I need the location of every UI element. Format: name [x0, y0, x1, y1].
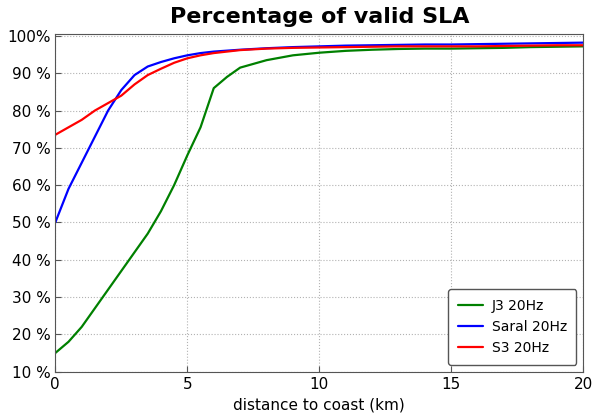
Saral 20Hz [197, 51, 204, 56]
S3 20Hz [104, 101, 112, 106]
S3 20Hz [263, 46, 270, 51]
Saral 20Hz [342, 43, 349, 48]
Line: S3 20Hz: S3 20Hz [55, 45, 583, 135]
X-axis label: distance to coast (km): distance to coast (km) [233, 397, 405, 412]
S3 20Hz [52, 132, 59, 137]
S3 20Hz [157, 66, 164, 71]
Saral 20Hz [527, 41, 534, 46]
J3 20Hz [474, 46, 481, 51]
Saral 20Hz [104, 108, 112, 113]
J3 20Hz [223, 75, 230, 80]
S3 20Hz [368, 44, 376, 49]
J3 20Hz [71, 332, 79, 337]
J3 20Hz [78, 324, 85, 329]
J3 20Hz [184, 153, 191, 158]
J3 20Hz [170, 183, 178, 188]
Line: J3 20Hz: J3 20Hz [55, 47, 583, 353]
J3 20Hz [289, 53, 296, 58]
Saral 20Hz [500, 41, 508, 46]
S3 20Hz [421, 44, 428, 49]
Saral 20Hz [474, 41, 481, 47]
S3 20Hz [474, 44, 481, 49]
S3 20Hz [184, 56, 191, 61]
S3 20Hz [65, 125, 72, 130]
S3 20Hz [395, 44, 402, 49]
Line: Saral 20Hz: Saral 20Hz [55, 43, 583, 222]
Saral 20Hz [289, 44, 296, 49]
Saral 20Hz [184, 53, 191, 58]
Saral 20Hz [118, 88, 125, 93]
J3 20Hz [263, 58, 270, 63]
S3 20Hz [580, 43, 587, 48]
Saral 20Hz [263, 46, 270, 51]
J3 20Hz [210, 85, 217, 91]
S3 20Hz [553, 43, 560, 48]
S3 20Hz [118, 93, 125, 98]
J3 20Hz [58, 345, 65, 350]
Saral 20Hz [157, 59, 164, 65]
S3 20Hz [448, 44, 455, 49]
S3 20Hz [316, 45, 323, 50]
J3 20Hz [104, 287, 112, 292]
S3 20Hz [197, 53, 204, 58]
Saral 20Hz [368, 43, 376, 48]
Saral 20Hz [170, 56, 178, 61]
J3 20Hz [131, 250, 138, 255]
S3 20Hz [131, 82, 138, 87]
J3 20Hz [448, 46, 455, 51]
J3 20Hz [553, 44, 560, 49]
J3 20Hz [500, 45, 508, 50]
S3 20Hz [236, 48, 244, 53]
J3 20Hz [368, 47, 376, 52]
Saral 20Hz [65, 186, 72, 191]
J3 20Hz [236, 65, 244, 70]
Saral 20Hz [448, 42, 455, 47]
S3 20Hz [500, 44, 508, 49]
J3 20Hz [342, 48, 349, 53]
Saral 20Hz [421, 42, 428, 47]
S3 20Hz [144, 72, 151, 78]
Saral 20Hz [236, 47, 244, 52]
Saral 20Hz [52, 220, 59, 225]
J3 20Hz [118, 269, 125, 274]
J3 20Hz [157, 209, 164, 214]
S3 20Hz [289, 45, 296, 50]
Saral 20Hz [580, 40, 587, 45]
Title: Percentage of valid SLA: Percentage of valid SLA [170, 7, 469, 27]
J3 20Hz [421, 46, 428, 51]
S3 20Hz [71, 121, 79, 126]
Saral 20Hz [71, 173, 79, 178]
J3 20Hz [65, 339, 72, 344]
Legend: J3 20Hz, Saral 20Hz, S3 20Hz: J3 20Hz, Saral 20Hz, S3 20Hz [448, 290, 577, 365]
Saral 20Hz [316, 44, 323, 49]
J3 20Hz [52, 350, 59, 355]
J3 20Hz [527, 44, 534, 49]
S3 20Hz [342, 44, 349, 49]
J3 20Hz [316, 50, 323, 55]
J3 20Hz [144, 231, 151, 236]
Saral 20Hz [553, 41, 560, 46]
Saral 20Hz [131, 72, 138, 78]
Saral 20Hz [78, 160, 85, 165]
Saral 20Hz [91, 134, 98, 139]
J3 20Hz [91, 306, 98, 311]
S3 20Hz [58, 129, 65, 134]
J3 20Hz [395, 47, 402, 52]
Saral 20Hz [58, 203, 65, 208]
Saral 20Hz [395, 42, 402, 47]
S3 20Hz [91, 108, 98, 113]
J3 20Hz [197, 125, 204, 130]
S3 20Hz [527, 43, 534, 48]
J3 20Hz [580, 44, 587, 49]
S3 20Hz [210, 51, 217, 56]
S3 20Hz [78, 117, 85, 122]
Saral 20Hz [210, 49, 217, 54]
S3 20Hz [170, 60, 178, 65]
Saral 20Hz [144, 64, 151, 69]
